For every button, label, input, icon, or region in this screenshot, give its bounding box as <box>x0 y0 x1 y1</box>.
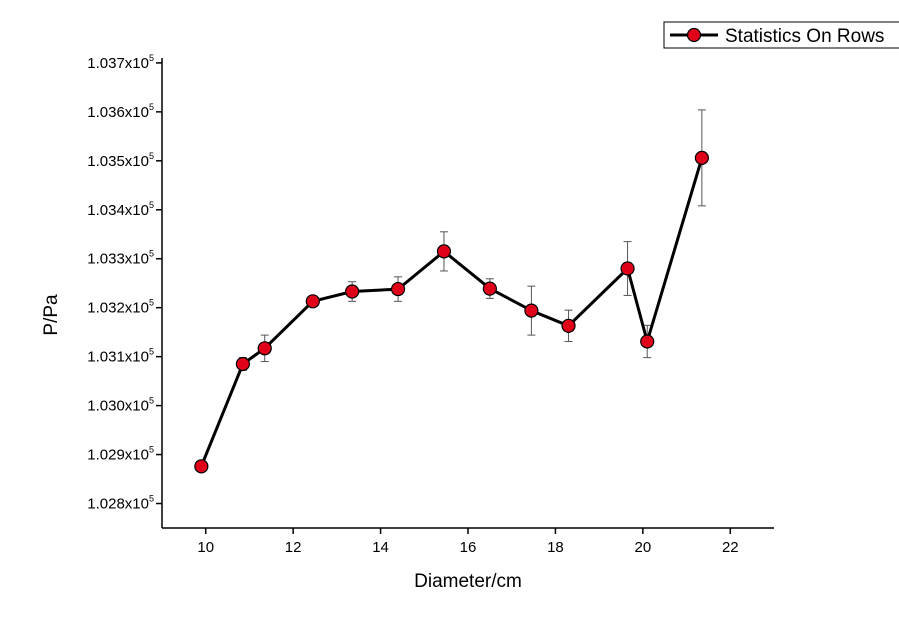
data-point <box>694 150 709 165</box>
data-point <box>257 341 272 356</box>
x-tick-label: 18 <box>547 539 564 556</box>
x-ticks: 10 12 14 16 18 20 22 <box>197 528 739 556</box>
y-tick-exponent: 5 <box>149 298 154 308</box>
error-bars <box>197 109 706 469</box>
y-tick-mantissa: 1.032x10 <box>87 300 149 317</box>
y-tick-label: 1.033x105 <box>87 249 154 268</box>
y-tick-mantissa: 1.034x10 <box>87 202 149 219</box>
y-tick-label: 1.030x105 <box>87 396 154 415</box>
y-tick-exponent: 5 <box>149 347 154 357</box>
data-point <box>640 334 655 349</box>
y-tick-mantissa: 1.036x10 <box>87 104 149 121</box>
data-point <box>561 318 576 333</box>
y-tick-exponent: 5 <box>149 494 154 504</box>
data-point <box>620 261 635 276</box>
y-tick-mantissa: 1.033x10 <box>87 251 149 268</box>
y-tick-mantissa: 1.031x10 <box>87 349 149 366</box>
x-tick-label: 16 <box>460 539 477 556</box>
data-point <box>194 459 209 474</box>
data-point <box>345 284 360 299</box>
y-tick-exponent: 5 <box>149 445 154 455</box>
data-markers <box>194 150 709 474</box>
y-tick-exponent: 5 <box>149 396 154 406</box>
y-tick-exponent: 5 <box>149 200 154 210</box>
y-tick-exponent: 5 <box>149 102 154 112</box>
y-tick-label: 1.035x105 <box>87 151 154 170</box>
data-point <box>235 356 250 372</box>
series-line <box>199 157 704 467</box>
y-tick-exponent: 5 <box>149 249 154 259</box>
y-tick-exponent: 5 <box>149 53 154 63</box>
data-point <box>482 281 497 296</box>
data-point <box>305 294 320 309</box>
y-axis-title: P/Pa <box>41 294 62 336</box>
y-tick-label: 1.028x105 <box>87 494 154 513</box>
y-tick-label: 1.037x105 <box>87 53 154 72</box>
y-tick-label: 1.029x105 <box>87 445 154 464</box>
y-ticks: 1.028x1051.029x1051.030x1051.031x1051.03… <box>87 53 162 513</box>
y-tick-mantissa: 1.035x10 <box>87 153 149 170</box>
y-tick-exponent: 5 <box>149 151 154 161</box>
y-tick-mantissa: 1.029x10 <box>87 447 149 464</box>
y-tick-label: 1.036x105 <box>87 102 154 121</box>
y-tick-label: 1.034x105 <box>87 200 154 219</box>
x-tick-label: 14 <box>372 539 389 556</box>
data-point <box>436 244 452 259</box>
x-tick-label: 20 <box>635 539 652 556</box>
x-tick-label: 22 <box>722 539 739 556</box>
y-tick-label: 1.031x105 <box>87 347 154 366</box>
legend-marker <box>686 27 702 43</box>
x-tick-label: 10 <box>197 539 214 556</box>
y-tick-mantissa: 1.028x10 <box>87 496 149 513</box>
x-axis-title: Diameter/cm <box>414 571 522 592</box>
data-point <box>524 303 539 318</box>
y-tick-mantissa: 1.037x10 <box>87 55 149 72</box>
data-point <box>390 281 406 297</box>
legend: Statistics On Rows <box>663 21 899 49</box>
legend-label: Statistics On Rows <box>725 26 884 47</box>
y-tick-mantissa: 1.030x10 <box>87 398 149 415</box>
y-tick-label: 1.032x105 <box>87 298 154 317</box>
x-tick-label: 12 <box>285 539 302 556</box>
axes <box>161 58 774 529</box>
